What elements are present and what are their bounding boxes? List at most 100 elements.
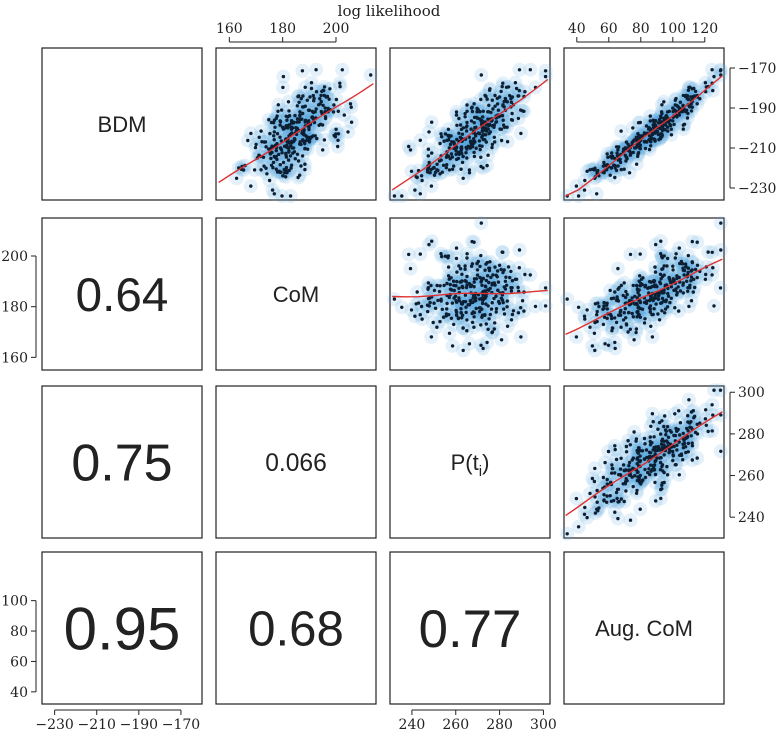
data-point [703,277,708,281]
data-point [419,304,424,309]
data-point [636,132,640,136]
data-point [634,283,639,288]
data-point [631,456,635,460]
top-tick-label: 120 [691,21,718,37]
data-point [444,166,448,170]
data-point [712,388,716,392]
data-point [488,260,492,264]
data-point [319,99,323,104]
data-point [480,301,485,306]
data-point [608,173,612,177]
data-point [293,137,297,141]
data-point [674,426,678,431]
data-point [519,306,523,310]
data-point [686,289,690,293]
data-point [636,154,640,159]
data-point [336,132,341,136]
data-point [285,118,289,122]
data-point [654,130,658,134]
data-point [485,163,489,168]
data-point [523,90,527,94]
data-point [265,172,269,176]
data-point [662,453,666,457]
data-point [660,447,665,451]
data-point [484,294,488,298]
data-point [293,113,297,118]
data-point [467,171,472,175]
data-point [654,242,658,247]
data-point [605,477,609,482]
data-point [465,103,469,107]
data-point [465,329,469,333]
data-point [429,283,433,288]
data-point [487,122,492,127]
data-point [585,515,589,520]
data-point [408,266,413,271]
data-point [302,139,306,143]
data-point [321,103,325,108]
data-point [275,142,279,146]
data-point [675,293,679,297]
data-point [596,168,600,173]
data-point [660,133,664,138]
data-point [684,264,688,269]
data-point [470,109,475,114]
data-point [426,147,431,151]
data-point [446,274,451,278]
data-point [502,123,506,127]
data-point [668,123,673,128]
data-point [494,120,498,124]
data-point [489,307,494,311]
data-point [677,113,681,117]
data-point [470,105,474,109]
data-point [643,283,648,288]
data-point [624,444,629,449]
data-point [648,114,652,118]
data-point [320,89,324,94]
data-point [493,283,497,287]
data-point [441,315,446,319]
data-point [449,152,454,156]
data-point [616,500,620,504]
data-point [574,496,579,501]
data-point [516,311,521,315]
data-point [631,466,635,470]
data-point [499,127,504,131]
data-point [625,479,629,483]
data-point [314,90,319,94]
data-point [464,305,468,309]
data-point [673,306,677,310]
data-point [679,261,684,266]
data-point [616,516,620,521]
data-point [673,412,677,416]
data-point [480,126,485,131]
data-point [610,466,614,471]
data-point [671,449,675,454]
data-point [698,97,702,101]
data-point [276,103,280,107]
panel-frame-r2-c3 [563,385,725,539]
data-point [489,275,493,280]
data-point [468,284,473,289]
data-point [479,155,483,159]
data-point [437,159,442,163]
correlation-value: 0.68 [248,602,344,657]
data-point [687,85,691,90]
data-point [447,331,452,335]
data-point [667,450,671,455]
data-point [517,88,521,93]
data-point [454,113,459,117]
data-point [718,69,723,73]
data-point [602,499,606,503]
data-point [478,147,482,152]
data-point [491,107,495,111]
data-point [657,420,662,425]
data-point [448,142,453,147]
data-point [486,304,490,308]
data-point [478,110,482,114]
data-point [610,463,614,467]
data-point [475,261,479,266]
data-point [712,304,716,308]
data-point [644,448,649,452]
